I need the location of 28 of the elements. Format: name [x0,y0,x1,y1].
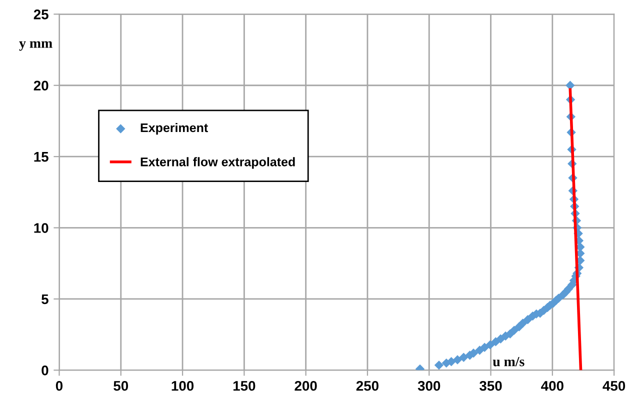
point [486,340,495,350]
x-tick-label: 450 [602,380,626,391]
y-axis-title: y mm [19,41,52,51]
point [452,355,462,364]
x-tick-label: 350 [480,380,502,391]
point [523,315,532,324]
y-tick-label: 15 [34,152,48,162]
x-tick-label: 200 [294,380,317,391]
x-axis-title: u m/s [492,356,524,366]
x-tick-label: 250 [356,380,378,391]
legend-label: Experiment [140,122,208,135]
point [518,318,528,328]
x-tick-label: 100 [172,380,194,391]
point [566,80,575,90]
x-tick-label: 150 [233,380,256,391]
y-tick-label: 25 [34,10,48,20]
x-tick-label: 400 [541,380,564,391]
x-tick-label: 0 [56,380,63,391]
legend-label: External flow extrapolated [140,157,295,169]
point [459,352,468,362]
y-tick-label: 0 [42,366,48,376]
y-tick-label: 10 [34,223,48,233]
point [510,326,519,335]
y-tick-label: 20 [34,80,48,91]
x-tick-label: 50 [114,380,128,391]
x-tick-label: 300 [418,380,440,391]
point [434,360,444,370]
y-tick-label: 5 [42,294,48,304]
